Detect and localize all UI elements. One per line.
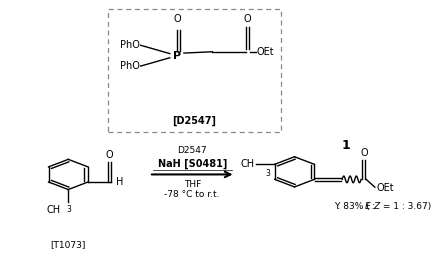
Text: NaH [S0481]: NaH [S0481] [157, 159, 227, 169]
Text: 3: 3 [264, 169, 269, 178]
Text: E: E [364, 203, 369, 211]
Text: OEt: OEt [256, 47, 273, 57]
Text: Y. 83% (: Y. 83% ( [333, 203, 369, 211]
Text: :Z: :Z [370, 203, 379, 211]
Text: PhO: PhO [119, 40, 139, 50]
Text: P: P [172, 51, 181, 61]
Text: [T1073]: [T1073] [50, 240, 86, 249]
Text: CH: CH [46, 205, 60, 215]
Text: PhO: PhO [119, 61, 139, 71]
Text: THF: THF [183, 180, 201, 189]
Text: 1: 1 [341, 139, 349, 152]
Text: 3: 3 [66, 205, 71, 214]
Text: -78 °C to r.t.: -78 °C to r.t. [164, 190, 220, 199]
Text: O: O [105, 150, 113, 160]
Text: O: O [243, 14, 250, 24]
Text: = 1 : 3.67): = 1 : 3.67) [379, 203, 431, 211]
Text: OEt: OEt [375, 183, 393, 193]
Text: D2547: D2547 [177, 146, 207, 155]
Text: [D2547]: [D2547] [172, 116, 216, 126]
Text: H: H [115, 177, 123, 187]
Text: CH: CH [240, 159, 254, 169]
Bar [107, 9, 280, 132]
Text: O: O [173, 14, 180, 24]
Text: O: O [359, 148, 367, 158]
